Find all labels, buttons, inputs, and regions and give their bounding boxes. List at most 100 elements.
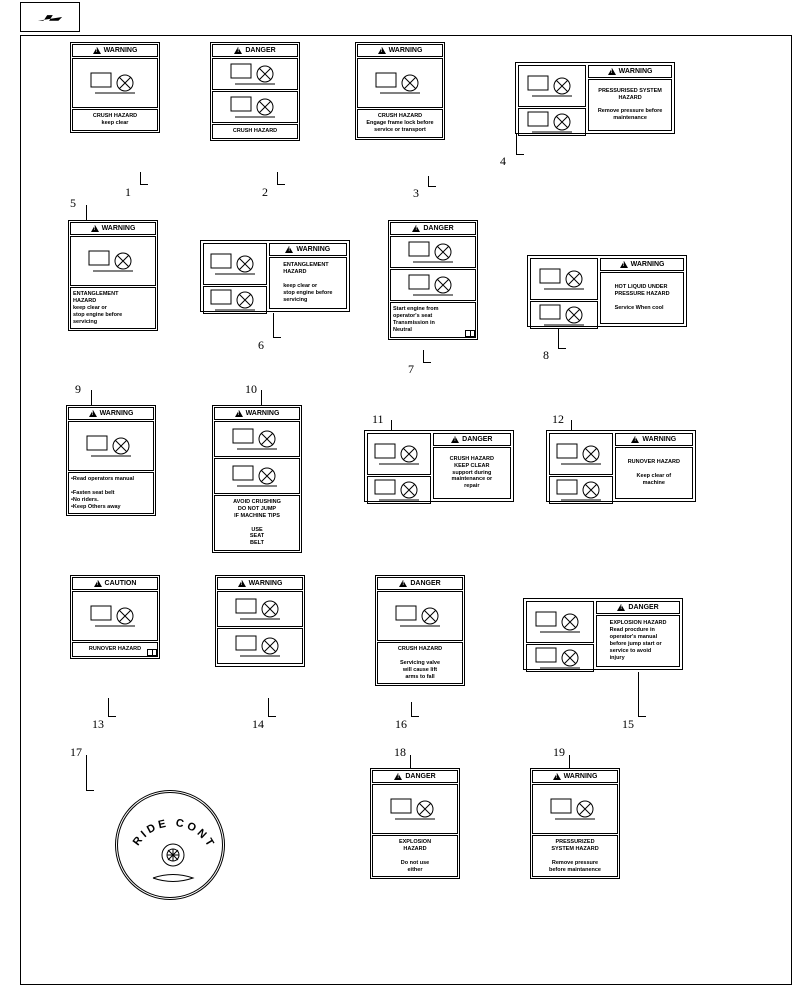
label-text: HOT LIQUID UNDERPRESSURE HAZARDService W… [600,272,684,324]
label-level: DANGER [628,604,658,611]
label-pictogram [390,236,476,268]
label-text: PRESSURIZEDSYSTEM HAZARDRemove pressureb… [532,835,618,877]
label-pictogram [72,591,158,641]
label-header: WARNING [70,222,156,235]
ref-number-11: 11 [372,412,384,427]
leader-line [516,134,517,154]
label-level: WARNING [564,773,598,780]
safety-label-6: WARNINGENTANGLEMENTHAZARDkeep clear orst… [200,240,350,312]
leader-line [391,420,392,430]
ref-number-5: 5 [70,196,76,211]
label-level: DANGER [423,225,453,232]
leader-line [268,698,269,716]
label-pictogram [357,58,443,108]
safety-label-18: DANGER EXPLOSIONHAZARDDo not useeither [370,768,460,879]
label-pictogram [203,243,267,285]
label-level: WARNING [249,580,283,587]
safety-label-3: WARNINGCRUSH HAZARDEngage frame lock bef… [355,42,445,140]
label-level: WARNING [631,261,665,268]
label-pictogram-2 [518,108,586,136]
leader-tick [86,220,94,221]
leader-line [410,755,411,768]
label-text: •Read operators manual•Fasten seat belt•… [68,472,154,514]
label-pictogram-2 [367,476,431,504]
ride-control-label: RIDE CONTROL [115,790,225,900]
label-pictogram-2 [212,91,298,123]
safety-label-8: WARNING HOT LIQUID UNDERPRESSURE HAZARDSe… [527,255,687,327]
leader-line [91,390,92,405]
label-header: WARNING [588,65,672,78]
label-text: RUNOVER HAZARDKeep clear ofmachine [615,447,693,499]
label-header: DANGER [372,770,458,783]
label-text: CRUSH HAZARDKEEP CLEARsupport duringmain… [433,447,511,499]
leader-tick [558,348,566,349]
label-text: CRUSH HAZARDkeep clear [72,109,158,131]
leader-line [423,350,424,362]
leader-line [140,172,141,184]
leader-tick [261,405,269,406]
label-text: EXPLOSIONHAZARDDo not useeither [372,835,458,877]
leader-tick [411,716,419,717]
label-header: DANGER [596,601,680,614]
leader-tick [108,716,116,717]
label-level: DANGER [405,773,435,780]
label-header: WARNING [68,407,154,420]
label-pictogram-2 [549,476,613,504]
label-text: CRUSH HAZARDServicing valvewill cause li… [377,642,463,684]
label-pictogram-2 [530,301,598,329]
safety-label-9: WARNING •Read operators manual•Fasten sea… [66,405,156,516]
label-pictogram-2 [217,628,303,664]
ref-number-4: 4 [500,154,506,169]
safety-label-4: WARNING PRESSURISED SYSTEMHAZARDRemove pr… [515,62,675,134]
ref-number-17: 17 [70,745,82,760]
label-pictogram [214,421,300,457]
safety-label-11: DANGER CRUSH HAZARDKEEP CLEARsupport duri… [364,430,514,502]
label-level: DANGER [462,436,492,443]
leader-line [411,702,412,716]
label-pictogram [549,433,613,475]
label-pictogram-2 [214,458,300,494]
label-text: AVOID CRUSHINGDO NOT JUMPIF MACHINE TIPS… [214,495,300,551]
ref-number-19: 19 [553,745,565,760]
leader-tick [273,337,281,338]
label-pictogram [70,236,156,286]
ref-number-2: 2 [262,185,268,200]
safety-label-19: WARNING PRESSURIZEDSYSTEM HAZARDRemove pr… [530,768,620,879]
fan-tab-icon [20,2,80,32]
label-level: WARNING [104,47,138,54]
ref-number-13: 13 [92,717,104,732]
leader-line [558,328,559,348]
leader-tick [638,716,646,717]
label-text: PRESSURISED SYSTEMHAZARDRemove pressure … [588,79,672,131]
label-level: WARNING [642,436,676,443]
ref-number-1: 1 [125,185,131,200]
label-header: WARNING [357,44,443,57]
ref-number-3: 3 [413,186,419,201]
label-pictogram [217,591,303,627]
safety-label-14: WARNING [215,575,305,667]
leader-tick [410,768,418,769]
ref-number-6: 6 [258,338,264,353]
label-text: EXPLOSION HAZARDRead procdure inoperator… [596,615,680,667]
leader-line [571,420,572,430]
label-header: WARNING [72,44,158,57]
safety-label-1: WARNING CRUSH HAZARDkeep clear [70,42,160,133]
safety-label-15: DANGER EXPLOSION HAZARDRead procdure inop… [523,598,683,670]
label-header: WARNING [532,770,618,783]
ref-number-18: 18 [394,745,406,760]
leader-line [86,755,87,790]
label-level: CAUTION [105,580,137,587]
ref-number-7: 7 [408,362,414,377]
leader-line [273,313,274,337]
label-header: DANGER [377,577,463,590]
safety-label-13: CAUTION RUNOVER HAZARD [70,575,160,659]
label-text: RUNOVER HAZARD [72,642,158,657]
label-level: WARNING [389,47,423,54]
label-level: WARNING [619,68,653,75]
label-header: CAUTION [72,577,158,590]
safety-label-12: WARNING RUNOVER HAZARDKeep clear ofmachin… [546,430,696,502]
label-pictogram [526,601,594,643]
safety-label-5: WARNINGENTANGLEMENTHAZARDkeep clear orst… [68,220,158,331]
leader-line [261,390,262,405]
label-pictogram-2 [203,286,267,314]
